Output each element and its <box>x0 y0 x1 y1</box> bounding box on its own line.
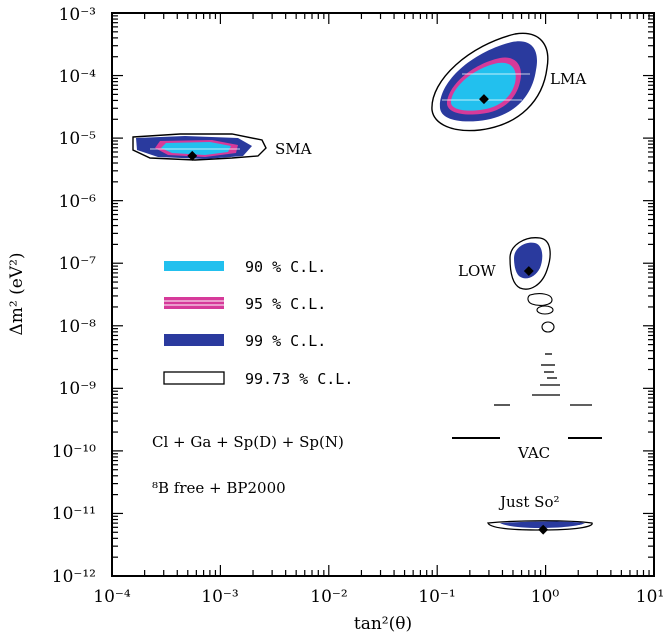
legend-label-90: 90 % C.L. <box>245 258 326 276</box>
legend-swatch-9973 <box>163 371 225 385</box>
legend: 90 % C.L. 95 % C.L. 99 % C.L. 99.73 % C.… <box>163 258 353 388</box>
legend-label-99: 99 % C.L. <box>245 332 326 350</box>
y-tick-label: 10⁻⁸ <box>59 317 97 337</box>
axis-ticks <box>111 12 655 577</box>
region-label-vac: VAC <box>517 444 550 462</box>
y-tick-label: 10⁻⁴ <box>59 67 97 87</box>
best-fit-points <box>187 94 549 535</box>
legend-label-95: 95 % C.L. <box>245 295 326 313</box>
region-labels: SMA LMA LOW VAC Just So² <box>275 70 586 511</box>
justso-region <box>487 520 593 531</box>
x-tick-label: 10⁰ <box>531 587 560 607</box>
contour-regions <box>132 32 602 531</box>
y-tick-label: 10⁻⁷ <box>59 254 97 274</box>
legend-swatch-99 <box>164 334 224 346</box>
y-tick-label: 10⁻¹⁰ <box>52 442 96 462</box>
y-tick-label: 10⁻⁵ <box>59 129 97 149</box>
annotation-datasets: Cl + Ga + Sp(D) + Sp(N) <box>152 433 344 451</box>
x-axis-title: tan²(θ) <box>354 614 412 634</box>
low-island <box>527 293 553 306</box>
x-tick-labels: 10⁻⁴ 10⁻³ 10⁻² 10⁻¹ 10⁰ 10¹ <box>93 587 664 607</box>
annotation-model: ⁸B free + BP2000 <box>152 479 286 497</box>
low-island <box>536 305 554 315</box>
sma-contour-90 <box>161 142 231 155</box>
low-island <box>541 321 555 333</box>
best-fit-point <box>523 266 534 276</box>
y-tick-label: 10⁻¹¹ <box>52 504 96 524</box>
low-region <box>509 237 555 333</box>
region-label-sma: SMA <box>275 140 312 158</box>
y-tick-label: 10⁻⁹ <box>59 379 97 399</box>
justso-contour-99 <box>500 521 585 528</box>
x-tick-label: 10⁻² <box>310 587 347 607</box>
y-tick-label: 10⁻¹² <box>52 567 96 587</box>
y-tick-label: 10⁻³ <box>59 5 96 25</box>
region-label-lma: LMA <box>550 70 586 88</box>
sma-region <box>132 133 267 161</box>
y-tick-label: 10⁻⁶ <box>59 192 97 212</box>
best-fit-point <box>538 524 549 535</box>
plot-frame <box>111 12 655 577</box>
x-tick-label: 10⁻¹ <box>418 587 455 607</box>
legend-swatch-95 <box>164 297 224 309</box>
region-label-justso: Just So² <box>498 493 560 511</box>
lma-contour-90 <box>451 62 516 111</box>
legend-label-9973: 99.73 % C.L. <box>245 370 353 388</box>
x-tick-label: 10¹ <box>636 587 664 607</box>
low-contour-99 <box>514 242 543 279</box>
y-tick-labels: 10⁻¹² 10⁻¹¹ 10⁻¹⁰ 10⁻⁹ 10⁻⁸ 10⁻⁷ 10⁻⁶ 10… <box>52 5 96 587</box>
region-label-low: LOW <box>458 262 496 280</box>
vac-region <box>452 353 602 439</box>
legend-swatch-90 <box>164 261 224 271</box>
x-tick-label: 10⁻³ <box>201 587 238 607</box>
lma-region <box>431 32 549 132</box>
best-fit-point <box>187 150 198 161</box>
x-tick-label: 10⁻⁴ <box>93 587 131 607</box>
y-axis-title: Δm² (eV²) <box>7 252 27 335</box>
